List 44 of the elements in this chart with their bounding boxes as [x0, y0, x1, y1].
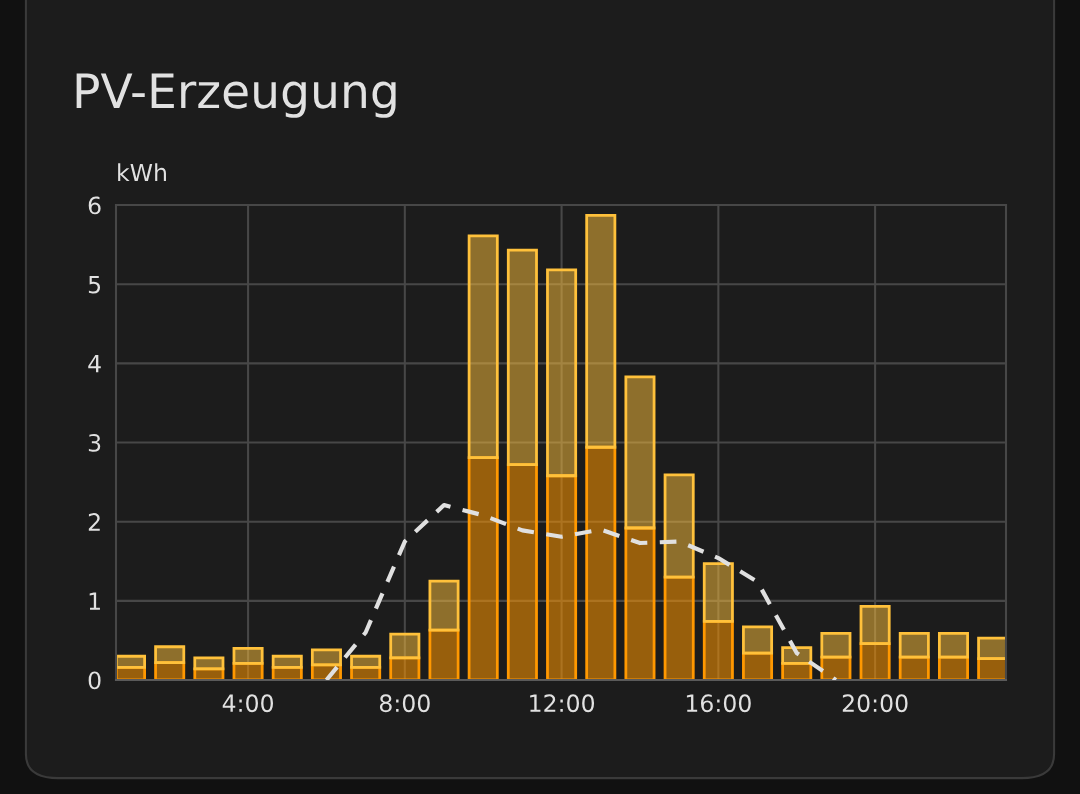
x-tick-label: 16:00	[686, 694, 751, 713]
bar	[467, 234, 499, 459]
bar	[546, 474, 578, 680]
x-tick-label: 4:00	[222, 694, 274, 713]
bar	[546, 268, 578, 478]
y-tick-label: 6	[88, 196, 101, 215]
bar	[585, 213, 617, 449]
bar	[232, 646, 264, 665]
bar	[271, 654, 303, 669]
bar	[506, 463, 538, 680]
bar	[193, 656, 225, 671]
y-tick-label: 5	[88, 275, 101, 294]
bar	[898, 631, 930, 659]
bar	[859, 604, 891, 645]
bar	[624, 526, 656, 680]
y-axis-title: kWh	[118, 163, 166, 182]
bar	[467, 456, 499, 680]
bar	[859, 642, 891, 680]
bar	[310, 648, 342, 667]
bar	[154, 645, 186, 664]
bar	[742, 625, 774, 655]
bar	[350, 654, 382, 669]
bar	[663, 575, 695, 680]
bar	[820, 631, 852, 659]
y-tick-label: 1	[89, 592, 100, 610]
bar	[781, 646, 813, 665]
y-tick-label: 3	[88, 433, 101, 452]
bar	[702, 620, 734, 680]
y-tick-label: 4	[88, 355, 101, 373]
bar	[937, 631, 969, 659]
x-tick-label: 8:00	[379, 694, 430, 713]
bar	[506, 248, 538, 467]
line-series	[324, 502, 839, 680]
bar	[663, 473, 695, 579]
bar	[428, 579, 460, 632]
chart-title: PV-Erzeugung	[76, 73, 396, 118]
bar	[624, 375, 656, 530]
y-tick-label: 2	[88, 513, 100, 531]
bar	[116, 654, 146, 669]
bar	[389, 632, 421, 660]
y-tick-label: 0	[88, 671, 101, 690]
x-tick-label: 12:00	[530, 694, 595, 713]
bar	[702, 562, 734, 623]
x-tick-label: 20:00	[842, 694, 908, 713]
